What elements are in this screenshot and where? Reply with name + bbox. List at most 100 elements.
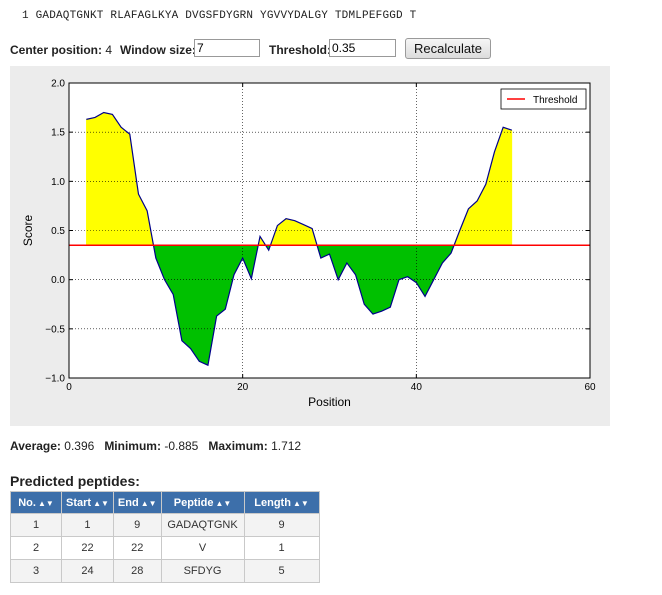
score-point — [502, 126, 504, 128]
table-row: 2 22 22 V 1 — [10, 536, 320, 560]
score-point — [294, 220, 296, 222]
column-header-length[interactable]: Length ▲▼ — [243, 491, 320, 514]
cell-length: 9 — [243, 513, 320, 537]
score-line — [86, 111, 513, 367]
score-point — [277, 225, 279, 227]
score-point — [346, 262, 348, 264]
score-point — [103, 112, 105, 114]
average-label: Average: — [10, 439, 61, 453]
sort-icon: ▲▼ — [215, 498, 232, 508]
score-point — [207, 364, 209, 366]
minimum-label: Minimum: — [104, 439, 161, 453]
score-point — [138, 193, 140, 195]
stats-line: Average: 0.396 Minimum: -0.885 Maximum: … — [10, 439, 301, 453]
table-row: 3 24 28 SFDYG 5 — [10, 559, 320, 583]
x-tick-label: 0 — [66, 382, 72, 393]
score-point — [476, 200, 478, 202]
cell-no: 1 — [10, 513, 62, 537]
cell-no: 2 — [10, 536, 62, 560]
sort-icon: ▲▼ — [292, 498, 309, 508]
table-header-row: No. ▲▼ Start ▲▼ End ▲▼ Peptide ▲▼ Length ▲▼ — [10, 491, 320, 514]
y-axis-label: Score — [21, 215, 35, 247]
column-header-peptide[interactable]: Peptide ▲▼ — [160, 491, 245, 514]
threshold-input[interactable] — [329, 39, 396, 57]
cell-start: 24 — [61, 559, 114, 583]
window-size-label: Window size: — [120, 43, 196, 57]
score-point — [424, 296, 426, 298]
score-point — [485, 183, 487, 185]
score-point — [164, 279, 166, 281]
score-chart: 0 20 40 60 2.0 1.5 1.0 0.5 0.0 −0.5 −1.0 Position Sc… — [10, 66, 610, 426]
score-point — [259, 236, 261, 238]
score-point — [442, 262, 444, 264]
y-tick-label: 0.5 — [51, 226, 65, 237]
parameter-form: Center position: 4 Window size: Threshol… — [10, 38, 570, 62]
score-point — [86, 119, 88, 121]
score-point — [268, 249, 270, 251]
score-point — [407, 276, 409, 278]
center-position-value: 4 — [105, 43, 113, 57]
score-point — [459, 230, 461, 232]
cell-end: 28 — [112, 559, 162, 583]
score-point — [198, 360, 200, 362]
score-point — [129, 133, 131, 135]
center-position-text: Center position: 4 — [10, 43, 112, 57]
average-value: 0.396 — [64, 439, 95, 453]
sequence-line: 1 GADAQTGNKT RLAFAGLKYA DVGSFDYGRN YGVVY… — [22, 10, 417, 22]
legend-box — [500, 88, 587, 110]
cell-length: 1 — [243, 536, 320, 560]
score-point — [251, 278, 253, 280]
x-tick-label: 20 — [237, 382, 249, 393]
y-tick-label: 2.0 — [51, 79, 65, 90]
column-header-start[interactable]: Start ▲▼ — [61, 491, 114, 514]
score-point — [225, 308, 227, 310]
score-point — [155, 257, 157, 259]
score-point — [303, 224, 305, 226]
recalculate-button[interactable]: Recalculate — [405, 38, 491, 59]
cell-no: 3 — [10, 559, 62, 583]
peptides-table: No. ▲▼ Start ▲▼ End ▲▼ Peptide ▲▼ Length ▲▼ 1… — [10, 491, 320, 583]
cell-end: 9 — [112, 513, 162, 537]
score-point — [363, 303, 365, 305]
maximum-label: Maximum: — [208, 439, 268, 453]
maximum-value: 1.712 — [271, 439, 302, 453]
y-tick-label: −1.0 — [45, 374, 65, 385]
score-point — [398, 279, 400, 281]
x-axis-label: Position — [308, 395, 351, 409]
x-tick-label: 40 — [411, 382, 423, 393]
column-header-no[interactable]: No. ▲▼ — [10, 491, 62, 514]
score-point — [112, 114, 114, 116]
score-point — [329, 253, 331, 255]
score-point — [190, 348, 192, 350]
cell-start: 1 — [61, 513, 114, 537]
score-point — [511, 129, 513, 131]
score-point — [450, 252, 452, 254]
center-position-label: Center position: — [10, 43, 102, 57]
sort-icon: ▲▼ — [93, 498, 109, 508]
score-point — [242, 257, 244, 259]
column-header-end[interactable]: End ▲▼ — [112, 491, 162, 514]
table-row: 1 1 9 GADAQTGNK 9 — [10, 513, 320, 537]
score-point — [216, 315, 218, 317]
cell-end: 22 — [112, 536, 162, 560]
score-point — [372, 313, 374, 315]
y-tick-label: 1.0 — [51, 177, 65, 188]
sort-icon: ▲▼ — [37, 498, 54, 508]
score-point — [416, 282, 418, 284]
predicted-peptides-title: Predicted peptides: — [10, 473, 140, 489]
score-point — [285, 218, 287, 220]
threshold-label: Threshold: — [269, 43, 331, 57]
score-point — [468, 208, 470, 210]
legend-label: Threshold — [533, 95, 577, 106]
sort-icon: ▲▼ — [140, 498, 157, 508]
score-point — [94, 117, 96, 119]
window-size-input[interactable] — [194, 39, 260, 57]
x-tick-label: 60 — [584, 382, 596, 393]
score-point — [355, 274, 357, 276]
score-point — [233, 274, 235, 276]
cell-start: 22 — [61, 536, 114, 560]
score-point — [381, 310, 383, 312]
score-point — [494, 151, 496, 153]
y-tick-label: 0.0 — [51, 275, 65, 286]
score-point — [311, 228, 313, 230]
